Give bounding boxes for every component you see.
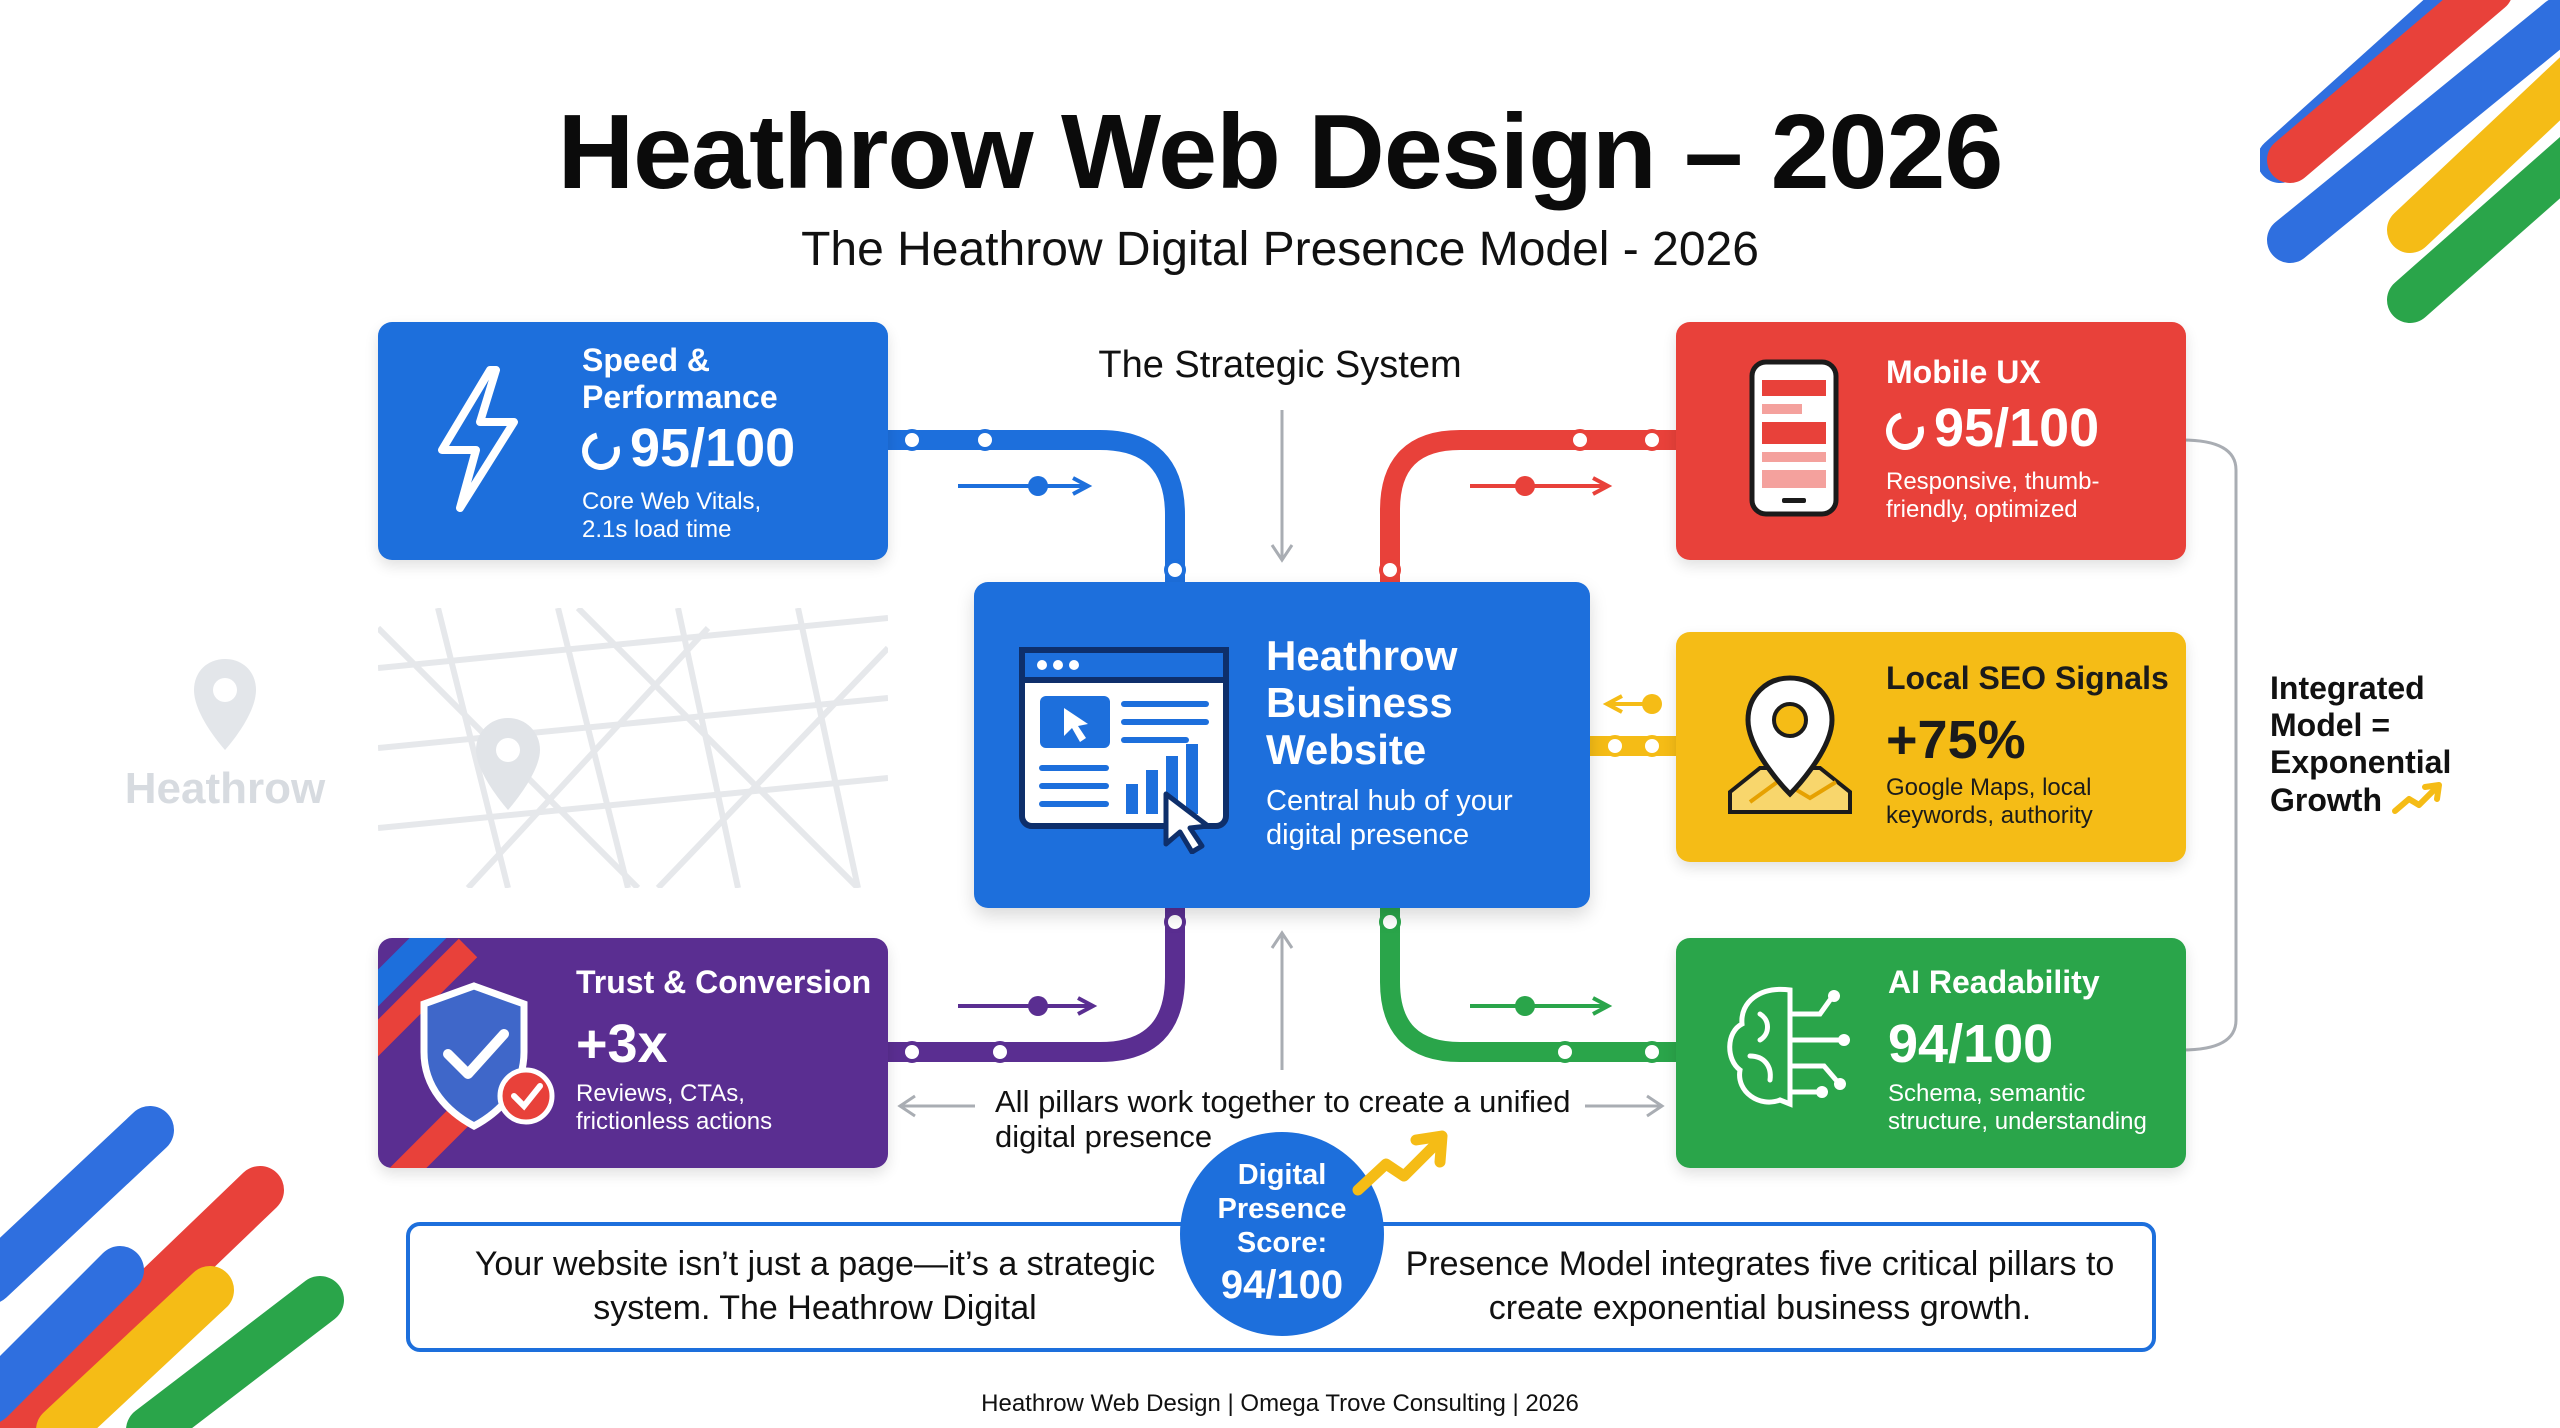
growth-arrow-icon xyxy=(2391,782,2442,814)
corner-stripes-bottom-left xyxy=(0,1106,344,1428)
pillar-seo-description: Google Maps, local keywords, authority xyxy=(1886,774,2093,829)
digital-presence-score-badge: Digital Presence Score: 94/100 xyxy=(1180,1132,1384,1336)
pillars-note: All pillars work together to create a un… xyxy=(995,1084,1571,1154)
pillar-ai-score: 94/100 xyxy=(1888,1014,2054,1074)
website-browser-icon xyxy=(1019,647,1229,854)
hub-card: Heathrow Business Website Central hub of… xyxy=(974,582,1590,908)
pillar-trust-title: Trust & Conversion xyxy=(576,964,872,1000)
pillar-speed-card: Speed & Performance 95/100 Core Web Vita… xyxy=(378,322,888,560)
progress-ring-icon xyxy=(1879,405,1931,457)
pillar-speed-description: Core Web Vitals, 2.1s load time xyxy=(582,488,762,543)
page-subtitle: The Heathrow Digital Presence Model - 20… xyxy=(801,223,1759,276)
brain-circuit-icon xyxy=(1727,986,1850,1108)
pillar-ai-description: Schema, semantic structure, understandin… xyxy=(1888,1080,2147,1135)
pillar-speed-score: 95/100 xyxy=(575,418,795,478)
faded-location-label: Heathrow xyxy=(124,764,326,813)
faded-pin-icon xyxy=(194,659,256,750)
integrated-model-note: Integrated Model = Exponential Growth xyxy=(2270,670,2452,818)
progress-ring-icon xyxy=(575,425,627,477)
page-title: Heathrow Web Design – 2026 xyxy=(557,93,2004,211)
strategic-system-label: The Strategic System xyxy=(1098,344,1462,386)
score-badge-label: Digital Presence Score: xyxy=(1217,1159,1347,1259)
map-pin-icon xyxy=(1728,675,1852,814)
corner-stripes-top-right xyxy=(2260,0,2560,323)
pillar-trust-score: +3x xyxy=(576,1014,668,1074)
pillar-seo-title: Local SEO Signals xyxy=(1886,660,2169,696)
score-badge-value: 94/100 xyxy=(1220,1263,1344,1307)
growth-arrow-icon xyxy=(1352,1130,1448,1196)
pillar-seo-score: +75% xyxy=(1886,710,2026,770)
summary-text-right: Presence Model integrates five critical … xyxy=(1405,1245,2115,1327)
lightning-bolt-icon xyxy=(438,366,518,512)
pillar-mobile-title: Mobile UX xyxy=(1886,354,2041,390)
pillar-ai-card: AI Readability 94/100 Schema, semantic s… xyxy=(1676,938,2186,1168)
pillar-seo-card: Local SEO Signals +75% Google Maps, loca… xyxy=(1676,632,2186,862)
pillar-speed-title: Speed & Performance xyxy=(582,342,778,415)
smartphone-icon xyxy=(1749,359,1839,517)
faded-map-graphic xyxy=(378,608,888,888)
pillar-ai-title: AI Readability xyxy=(1888,964,2100,1000)
hub-description: Central hub of your digital presence xyxy=(1266,785,1513,851)
summary-text-left: Your website isn’t just a page—it’s a st… xyxy=(474,1245,1156,1327)
hub-title: Heathrow Business Website xyxy=(1266,632,1458,773)
shield-check-icon xyxy=(420,982,555,1130)
pillar-mobile-card: Mobile UX 95/100 Responsive, thumb-frien… xyxy=(1676,322,2186,560)
pillar-trust-card: Trust & Conversion +3x Reviews, CTAs, fr… xyxy=(378,938,888,1168)
pillar-mobile-description: Responsive, thumb-friendly, optimized xyxy=(1886,468,2100,523)
footer-credit: Heathrow Web Design | Omega Trove Consul… xyxy=(981,1390,1579,1417)
pillar-trust-description: Reviews, CTAs, frictionless actions xyxy=(576,1080,773,1135)
pillar-mobile-score: 95/100 xyxy=(1879,398,2099,458)
